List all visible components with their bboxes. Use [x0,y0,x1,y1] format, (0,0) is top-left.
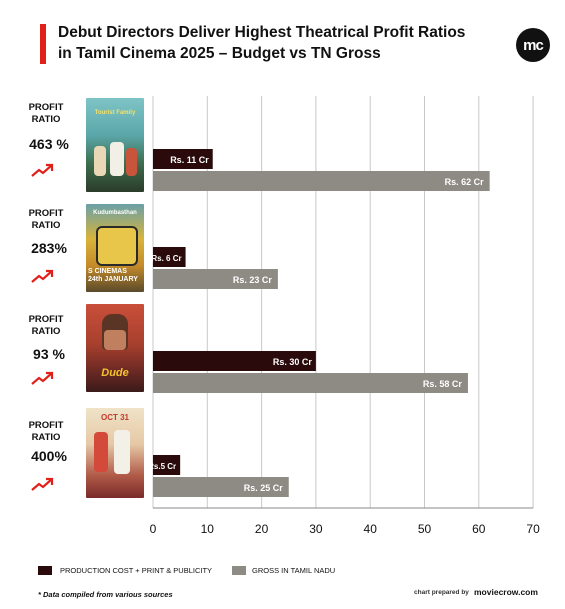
production-bar-label: Rs. 6 Cr [151,254,181,263]
production-bar [153,351,316,371]
production-bar-label: Rs. 30 Cr [273,357,313,367]
moviecrow-logo: mc [516,28,550,62]
x-tick-label: 10 [201,522,215,536]
prepared-by-label: chart prepared by [414,589,469,596]
profit-ratio-label-4: PROFIT RATIO [28,420,64,443]
x-tick-label: 0 [150,522,157,536]
x-tick-label: 40 [364,522,378,536]
movie-poster-3: Dude [86,304,144,392]
footnote: * Data compiled from various sources [38,590,173,599]
movie-poster-2: Kudumbasthan S CINEMAS 24th JANUARY [86,204,144,292]
x-tick-label: 50 [418,522,432,536]
legend-label-gross: GROSS IN TAMIL NADU [252,566,336,575]
profit-ratio-label-1: PROFIT RATIO [28,102,64,125]
profit-ratio-value-2: 283% [31,240,67,256]
legend-swatch-production [38,566,52,575]
profit-ratio-label-2: PROFIT RATIO [28,208,64,231]
production-bar [153,149,213,169]
profit-ratio-value-4: 400% [31,448,67,464]
site-name: moviecrow.com [474,587,538,597]
profit-ratio-value-1: 463 % [29,136,69,152]
x-tick-label: 70 [526,522,540,536]
legend-swatch-gross [232,566,246,575]
movie-poster-4: OCT 31 [86,408,144,498]
production-bar [153,455,181,475]
legend-label-production: PRODUCTION COST + PRINT & PUBLICITY [60,566,213,575]
title-line-2: in Tamil Cinema 2025 – Budget vs TN Gros… [58,45,381,62]
movie-poster-1: Tourist Family [86,98,144,192]
trend-up-icon [31,163,54,177]
trend-up-icon [31,477,54,491]
x-tick-label: 30 [309,522,323,536]
gross-bar-label: Rs. 58 Cr [423,379,463,389]
title-line-1: Debut Directors Deliver Highest Theatric… [58,24,466,41]
production-bar-label: Rs.5 Cr [148,462,176,471]
title-accent-bar [40,24,46,64]
trend-up-icon [31,371,54,385]
gross-bar-label: Rs. 62 Cr [445,177,485,187]
gross-bar [153,171,490,191]
gross-bar-label: Rs. 23 Cr [233,275,273,285]
x-tick-label: 20 [255,522,269,536]
trend-up-icon [31,269,54,283]
gross-bar-label: Rs. 25 Cr [244,483,284,493]
gross-bar [153,269,278,289]
chart-title: Debut Directors Deliver Highest Theatric… [58,22,498,64]
profit-ratio-value-3: 93 % [33,346,65,362]
gross-bar [153,477,289,497]
x-tick-label: 60 [472,522,486,536]
production-bar [153,247,186,267]
gross-bar [153,373,468,393]
production-bar-label: Rs. 11 Cr [170,155,209,165]
profit-ratio-label-3: PROFIT RATIO [28,314,64,337]
